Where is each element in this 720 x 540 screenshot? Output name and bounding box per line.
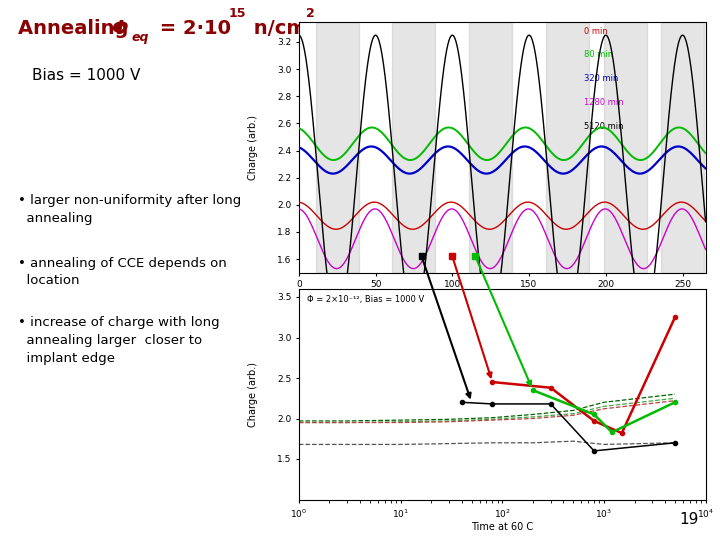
Text: = 2·10: = 2·10 [153,19,231,38]
X-axis label: (μ m): (μ m) [489,292,516,302]
Bar [315,22,359,273]
Text: eq: eq [132,31,149,44]
Bar [546,22,589,273]
X-axis label: Time at 60 C: Time at 60 C [471,522,534,532]
Bar [604,22,647,273]
Bar [392,22,436,273]
Text: • increase of charge with long
  annealing larger  closer to
  implant edge: • increase of charge with long annealing… [18,316,220,365]
Text: • larger non-uniformity after long
  annealing: • larger non-uniformity after long annea… [18,194,241,225]
Text: 2: 2 [306,7,315,20]
Text: Bias = 1000 V: Bias = 1000 V [32,68,141,83]
Y-axis label: Charge (arb.): Charge (arb.) [248,114,258,180]
Text: 1280 min: 1280 min [583,98,624,107]
Text: Φ = 2×10⁻¹², Bias = 1000 V: Φ = 2×10⁻¹², Bias = 1000 V [307,295,424,304]
Text: 320 min: 320 min [583,75,618,83]
Bar [661,22,704,273]
Bar [469,22,512,273]
Y-axis label: Charge (arb.): Charge (arb.) [248,362,258,427]
Text: 0 min: 0 min [583,26,607,36]
Text: Φ: Φ [112,19,128,38]
Text: n/cm: n/cm [247,19,307,38]
Text: 19: 19 [679,511,698,526]
Text: • annealing of CCE depends on
  location: • annealing of CCE depends on location [18,256,227,287]
Text: 5120 min: 5120 min [583,122,623,131]
Text: Annealing: Annealing [18,19,135,38]
Text: 80 min: 80 min [583,50,613,59]
Text: 15: 15 [229,7,246,20]
